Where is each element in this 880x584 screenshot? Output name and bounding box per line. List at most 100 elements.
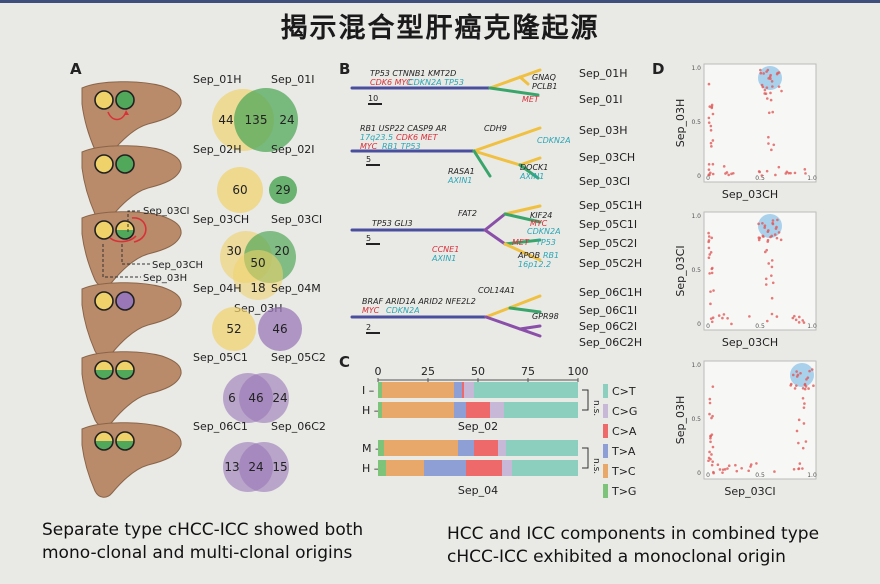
scatter-point	[726, 467, 729, 470]
scatter-point	[795, 429, 799, 433]
venn-circle-left	[217, 167, 263, 213]
tree-branch	[503, 238, 542, 246]
scatter-point	[708, 397, 712, 401]
gene-label: CDK6 MYC	[370, 78, 412, 87]
venn-circle-right	[234, 88, 298, 152]
scatter-xlabel: Sep_03CI	[724, 485, 775, 498]
c-legend-label: T>A	[611, 445, 636, 458]
scatter-point	[724, 172, 727, 175]
scale-label: 2	[366, 323, 371, 332]
scatter-x-tick: 0	[706, 472, 710, 479]
scatter-point	[708, 253, 712, 256]
scatter-point	[717, 314, 721, 317]
tumor-nodule	[94, 220, 114, 240]
c-row-label: H –	[362, 462, 379, 475]
gene-label: MYC	[530, 219, 548, 228]
scatter-point	[776, 218, 779, 222]
scatter-point	[708, 105, 712, 108]
tree-tip-label: Sep_01I	[579, 93, 622, 106]
tree-branch	[488, 86, 540, 97]
scatter-point	[765, 86, 769, 89]
panel-letter-c: C	[339, 353, 351, 371]
scatter-point	[721, 471, 724, 474]
venn-right-label: Sep_05C2	[271, 351, 326, 364]
venn-circle-right	[269, 176, 297, 204]
scatter-point	[801, 386, 805, 390]
tumor-outline	[94, 360, 114, 380]
venn-value: 29	[275, 183, 290, 197]
liver-diagrams	[81, 81, 182, 498]
c-bar-segment	[378, 402, 382, 418]
c-bar-segment	[454, 402, 466, 418]
scatter-point	[708, 401, 712, 405]
c-bar-segment	[506, 440, 578, 456]
c-group-label: Sep_02	[458, 420, 498, 433]
scatter-point	[777, 165, 781, 169]
venn-circle-right	[258, 307, 302, 351]
scatter-point	[707, 162, 711, 166]
gene-label: AXIN1	[431, 254, 456, 263]
scatter-point	[711, 316, 715, 319]
venn-circle-bottom	[233, 250, 283, 300]
scatter-point	[709, 171, 712, 175]
gene-label: KIF24	[530, 211, 552, 220]
metastasis-arrow	[131, 217, 147, 243]
tree-tip-label: Sep_05C2H	[579, 257, 642, 270]
scatter-point	[776, 71, 779, 75]
tumor-bottom-half	[116, 230, 134, 239]
scatter-point	[808, 369, 811, 373]
c-tick-label: 25	[421, 365, 435, 378]
scatter-point	[757, 238, 761, 242]
c-legend-label: C>T	[612, 385, 636, 398]
scatter-y-tick: 0.5	[691, 267, 701, 274]
scatter-point	[763, 226, 766, 229]
gene-label: GPR98	[532, 312, 559, 321]
scatter-point	[709, 317, 713, 320]
scatter-y-tick: 1.0	[691, 65, 701, 72]
scatter-point	[799, 371, 802, 375]
scatter-point	[721, 316, 724, 320]
scatter-point	[770, 148, 773, 152]
scatter-point	[806, 376, 810, 379]
scatter-point	[707, 82, 711, 86]
c-bar-segment	[498, 440, 506, 456]
scatter-point	[767, 111, 771, 115]
tumor-top-half	[116, 432, 134, 441]
tree-tip-label: Sep_06C2H	[579, 336, 642, 349]
tumor-top-half	[116, 221, 134, 230]
scatter-point	[772, 143, 776, 147]
c-bar-segment	[474, 382, 578, 398]
scatter-point	[765, 97, 769, 100]
scatter-point	[764, 92, 768, 96]
scatter-point	[757, 222, 760, 226]
gene-label: RB1	[543, 251, 559, 260]
liver3-label-h: Sep_03H	[143, 273, 187, 284]
top-rule	[0, 0, 880, 3]
scatter-point	[709, 290, 712, 293]
c-legend-swatch	[603, 444, 608, 458]
scatter-point	[761, 85, 765, 89]
gene-label: BRAF ARID1A ARID2 NFE2L2	[362, 297, 476, 306]
venn-value: 60	[232, 183, 247, 197]
gene-label: RB1 TP53	[382, 142, 421, 151]
scatter-point	[812, 384, 815, 387]
c-bar-segment	[378, 460, 386, 476]
panel-letter-b: B	[339, 60, 351, 78]
c-legend-label: C>A	[612, 425, 637, 438]
scatter-point	[773, 233, 777, 236]
c-bar-segment	[504, 402, 578, 418]
metastasis-arrow	[109, 235, 137, 243]
venn-value: 24	[272, 391, 287, 405]
c-tick-label: 75	[521, 365, 535, 378]
scatter-y-tick: 0	[697, 470, 701, 477]
c-legend-swatch	[603, 464, 608, 478]
gene-label: CDKN2A	[537, 136, 571, 145]
tree-tip-label: Sep_01H	[579, 67, 628, 80]
scatter-point	[807, 387, 810, 390]
scale-label: 5	[366, 155, 371, 164]
scatter-point	[711, 266, 714, 270]
gene-label: AXIN1	[447, 176, 472, 185]
